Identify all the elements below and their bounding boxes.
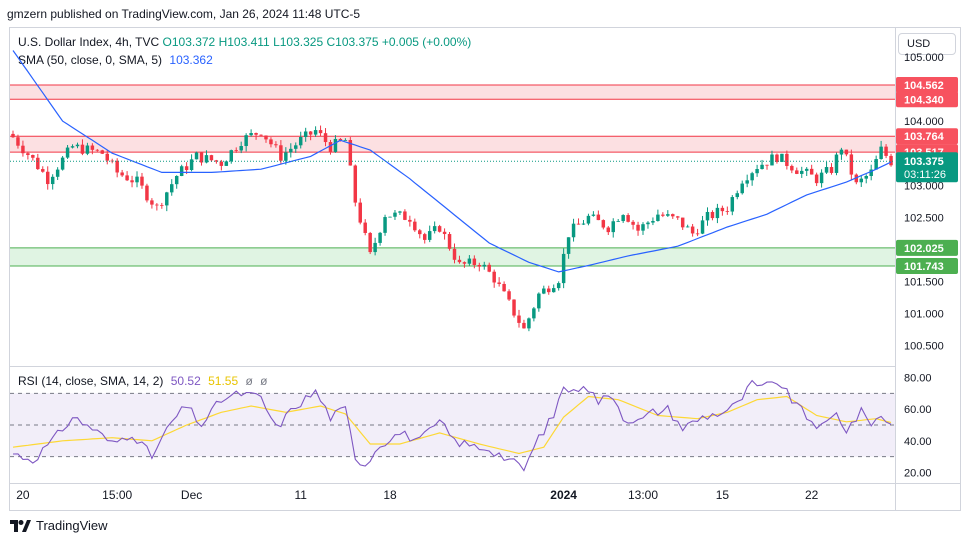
sma-value: 103.362 xyxy=(169,53,213,67)
rsi-value: 50.52 xyxy=(170,374,201,388)
currency-button[interactable]: USD xyxy=(898,33,956,55)
rsi-extra-1: ø xyxy=(245,374,253,388)
rsi-label[interactable]: RSI (14, close, SMA, 14, 2) xyxy=(18,374,164,388)
change-value: +0.005 (+0.00%) xyxy=(381,35,472,49)
sma-legend: SMA (50, close, 0, SMA, 5) 103.362 xyxy=(18,53,213,67)
high-value: H103.411 xyxy=(218,35,270,49)
close-value: C103.375 xyxy=(326,35,379,49)
brand-name: TradingView xyxy=(36,518,108,533)
tradingview-logo-icon xyxy=(10,519,31,532)
low-value: L103.325 xyxy=(273,35,324,49)
chart-frame xyxy=(9,27,961,511)
rsi-sma-value: 51.55 xyxy=(208,374,239,388)
tradingview-logo[interactable]: TradingView xyxy=(10,518,108,533)
open-value: O103.372 xyxy=(162,35,216,49)
symbol-label[interactable]: U.S. Dollar Index, 4h, TVC xyxy=(18,35,160,49)
main-legend: U.S. Dollar Index, 4h, TVC O103.372 H103… xyxy=(18,35,471,49)
sma-label[interactable]: SMA (50, close, 0, SMA, 5) xyxy=(18,53,163,67)
rsi-extra-2: ø xyxy=(260,374,268,388)
publish-info: gmzern published on TradingView.com, Jan… xyxy=(7,7,361,21)
rsi-legend: RSI (14, close, SMA, 14, 2) 50.52 51.55 … xyxy=(18,374,268,388)
